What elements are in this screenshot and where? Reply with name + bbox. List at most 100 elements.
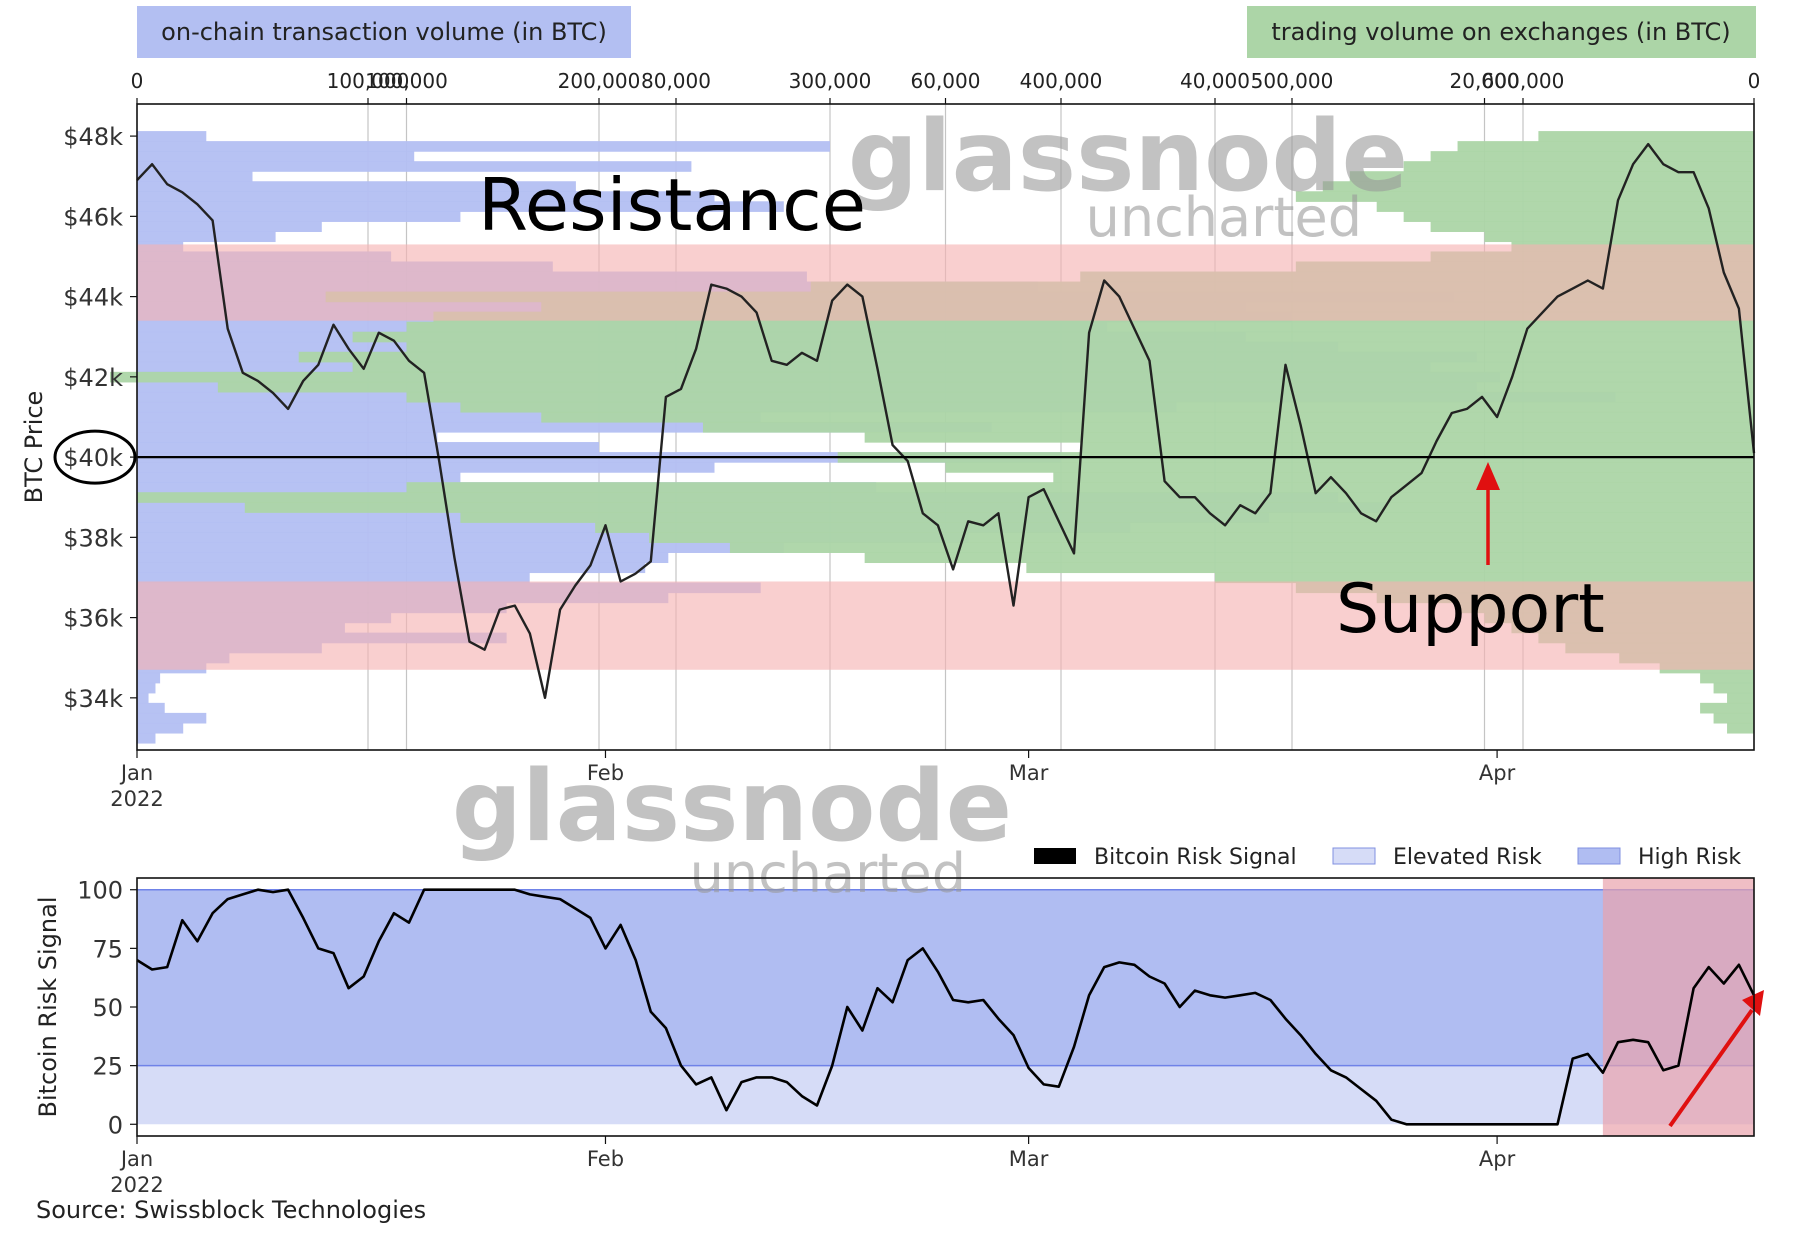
risk-band-elevated-risk — [137, 1065, 1754, 1125]
trend-arrow-shaft — [1668, 1008, 1754, 1128]
exchange-volume-bar — [352, 361, 1755, 373]
exchange-volume-bar — [1403, 211, 1754, 222]
legend-label: High Risk — [1638, 845, 1741, 870]
y-tick-label: $40k — [63, 444, 123, 472]
onchain-volume-bar — [137, 542, 784, 553]
onchain-volume-bar — [137, 201, 784, 212]
exchange-volume-bar — [352, 331, 1755, 343]
exchange-volume-bar — [217, 381, 1755, 393]
onchain-volume-bar — [137, 191, 715, 202]
onchain-axis-label-box — [137, 6, 631, 58]
exchange-axis-tick-label: 100,000 — [365, 69, 448, 93]
x-tick-label: Apr — [1479, 1147, 1516, 1171]
onchain-volume-bar — [137, 211, 461, 222]
exchange-volume-bar — [406, 391, 1754, 403]
onchain-volume-bar — [137, 141, 830, 152]
exchange-volume-bar — [1484, 231, 1754, 243]
legend-swatch — [1577, 847, 1621, 865]
exchange-volume-bar — [1713, 682, 1754, 694]
onchain-volume-bar — [137, 221, 322, 232]
highlight-circle-40k — [53, 429, 137, 485]
legend-swatch — [1332, 847, 1376, 865]
exchange-volume-bar — [1457, 141, 1754, 152]
onchain-axis-tick-label: 600,000 — [1482, 69, 1565, 93]
zone-support — [137, 581, 1754, 670]
watermark-sub: uncharted — [1086, 186, 1362, 249]
y-tick-label: $48k — [63, 123, 123, 151]
y-tick-label: 25 — [92, 1053, 123, 1081]
watermark-sub: uncharted — [690, 842, 966, 905]
onchain-volume-bar — [137, 161, 692, 172]
y-tick-label: $46k — [63, 203, 123, 231]
exchange-volume-bar — [945, 462, 1754, 473]
y-tick-label: $42k — [63, 364, 123, 392]
watermark-brand: glassnode — [848, 100, 1408, 214]
risk-signal-line — [136, 888, 1756, 1126]
onchain-axis-tick-label: 100,000 — [327, 69, 410, 93]
onchain-volume-bar — [137, 231, 276, 243]
exchange-volume-bar — [864, 432, 1754, 443]
exchange-volume-bar — [460, 401, 1754, 413]
zone-resistance — [137, 244, 1754, 321]
legend-label: Elevated Risk — [1393, 845, 1542, 870]
x-tick-label: Feb — [587, 761, 624, 785]
exchange-volume-bar — [1538, 131, 1754, 142]
x-tick-sublabel: 2022 — [110, 1173, 163, 1197]
highlight-region — [1602, 878, 1754, 1136]
exchange-volume-bar — [137, 492, 1754, 503]
x-tick-label: Mar — [1009, 1147, 1049, 1171]
exchange-volume-bar — [1053, 472, 1754, 483]
onchain-volume-bar — [137, 131, 207, 142]
onchain-volume-bar — [137, 682, 156, 694]
x-tick-label: Jan — [119, 761, 153, 785]
y-tick-label: $38k — [63, 524, 123, 552]
x-tick-label: Feb — [587, 1147, 624, 1171]
y-tick-label: 100 — [77, 877, 123, 905]
onchain-axis-label: on-chain transaction volume (in BTC) — [161, 18, 607, 46]
exchange-volume-bar — [729, 542, 1754, 553]
onchain-volume-bar — [137, 462, 715, 473]
exchange-volume-bar — [460, 512, 1754, 523]
exchange-volume-bar — [1376, 201, 1754, 212]
exchange-volume-bar — [1713, 712, 1754, 724]
onchain-volume-bar — [137, 532, 969, 543]
onchain-volume-bar — [137, 171, 253, 182]
exchange-volume-bar — [1080, 442, 1754, 453]
onchain-volume-bar — [137, 472, 461, 483]
x-tick-label: Jan — [119, 1147, 153, 1171]
exchange-volume-bar — [1349, 171, 1754, 182]
exchange-volume-bar — [541, 411, 1754, 423]
onchain-volume-bar — [137, 672, 161, 684]
onchain-axis-tick-label: 400,000 — [1020, 69, 1103, 93]
exchange-volume-bar — [1026, 562, 1754, 574]
exchange-volume-bar — [702, 421, 1755, 433]
y-tick-label: $34k — [63, 685, 123, 713]
onchain-volume-bar — [137, 552, 669, 564]
legend-swatch — [1034, 848, 1076, 864]
legend-label: Bitcoin Risk Signal — [1094, 845, 1297, 870]
exchange-volume-bar — [1322, 181, 1754, 192]
exchange-volume-bar — [1430, 221, 1754, 232]
onchain-axis-tick-label: 300,000 — [789, 69, 872, 93]
onchain-volume-bar — [137, 562, 646, 574]
onchain-volume-bar — [137, 411, 761, 423]
onchain-volume-bar — [137, 421, 992, 433]
y-axis-label: BTC Price — [20, 391, 48, 504]
exchange-volume-bar — [864, 552, 1754, 564]
exchange-volume-bar — [406, 482, 1754, 493]
onchain-volume-bar — [137, 151, 415, 162]
exchange-volume-bar — [298, 351, 1755, 363]
source-label: Source: Swissblock Technologies — [36, 1196, 426, 1224]
exchange-axis-tick-label: 60,000 — [911, 69, 981, 93]
price-line — [136, 142, 1756, 699]
exchange-axis-tick-label: 80,000 — [641, 69, 711, 93]
y-tick-label: $36k — [63, 605, 123, 633]
x-tick-label: Mar — [1009, 761, 1049, 785]
annotation-resistance: Resistance — [478, 163, 866, 247]
exchange-volume-bar — [244, 502, 1754, 513]
exchange-volume-bar — [1727, 722, 1754, 734]
x-tick-label: Apr — [1479, 761, 1516, 785]
exchange-volume-bar — [110, 371, 1754, 383]
